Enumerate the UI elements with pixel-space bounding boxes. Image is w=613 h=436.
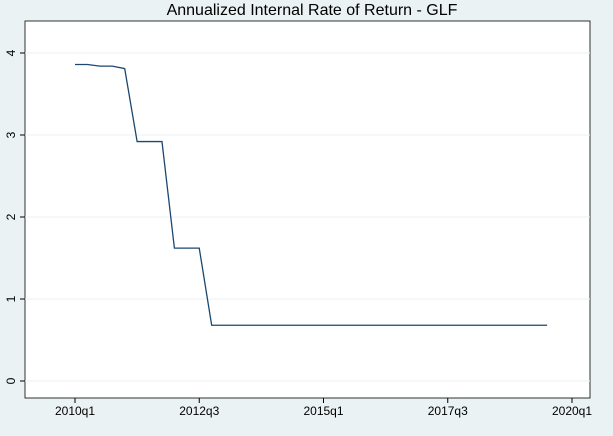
- line: [75, 63, 548, 326]
- y-tick-label: 3: [4, 131, 18, 138]
- plot-area: [24, 20, 591, 399]
- y-tick-label: 1: [4, 295, 18, 302]
- y-tick-label: 2: [4, 213, 18, 220]
- x-tick-label: 2015q1: [303, 404, 343, 418]
- x-tick-label: 2017q3: [428, 404, 468, 418]
- chart-title: Annualized Internal Rate of Return - GLF: [167, 2, 458, 19]
- x-tick-label: 2012q3: [179, 404, 219, 418]
- x-tick-label: 2010q1: [55, 404, 95, 418]
- x-tick-label: 2020q1: [552, 404, 592, 418]
- y-tick-label: 4: [4, 49, 18, 56]
- y-tick-label: 0: [4, 377, 18, 384]
